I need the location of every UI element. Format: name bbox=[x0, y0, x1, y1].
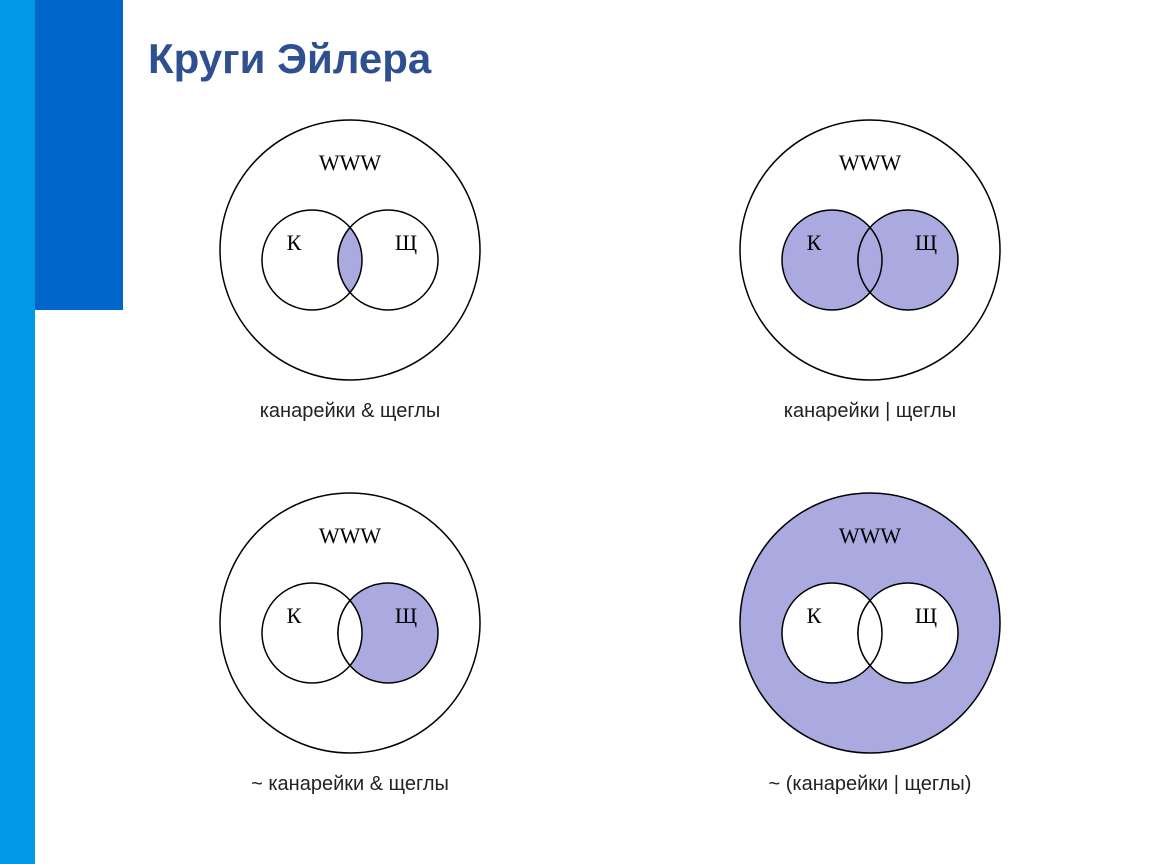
diagram-caption: канарейки | щеглы bbox=[784, 400, 956, 423]
decorative-sidebar bbox=[0, 0, 35, 864]
svg-text:Щ: Щ bbox=[915, 603, 937, 628]
svg-text:Щ: Щ bbox=[915, 230, 937, 255]
euler-diagram-4: WWW К Щ bbox=[730, 483, 1010, 763]
diagram-cell: WWW К Щ ~ канарейки & щеглы bbox=[160, 483, 540, 796]
svg-text:WWW: WWW bbox=[839, 150, 902, 175]
svg-text:К: К bbox=[807, 603, 822, 628]
page-title: Круги Эйлера bbox=[148, 35, 431, 83]
euler-diagram-1: WWW К Щ bbox=[210, 110, 490, 390]
diagram-caption: канарейки & щеглы bbox=[260, 400, 441, 423]
svg-text:WWW: WWW bbox=[319, 150, 382, 175]
diagram-grid: WWW К Щ канарейки & щеглы WWW К Щ канарейки … bbox=[160, 110, 1060, 796]
diagram-caption: ~ канарейки & щеглы bbox=[251, 773, 449, 796]
diagram-cell: WWW К Щ канарейки & щеглы bbox=[160, 110, 540, 423]
svg-text:WWW: WWW bbox=[319, 523, 382, 548]
diagram-caption: ~ (канарейки | щеглы) bbox=[769, 773, 972, 796]
decorative-accent bbox=[35, 0, 123, 310]
diagram-cell: WWW К Щ ~ (канарейки | щеглы) bbox=[680, 483, 1060, 796]
svg-text:Щ: Щ bbox=[395, 230, 417, 255]
svg-text:К: К bbox=[287, 230, 302, 255]
svg-text:Щ: Щ bbox=[395, 603, 417, 628]
euler-diagram-3: WWW К Щ bbox=[210, 483, 490, 763]
svg-text:WWW: WWW bbox=[839, 523, 902, 548]
svg-text:К: К bbox=[807, 230, 822, 255]
svg-text:К: К bbox=[287, 603, 302, 628]
diagram-cell: WWW К Щ канарейки | щеглы bbox=[680, 110, 1060, 423]
euler-diagram-2: WWW К Щ bbox=[730, 110, 1010, 390]
